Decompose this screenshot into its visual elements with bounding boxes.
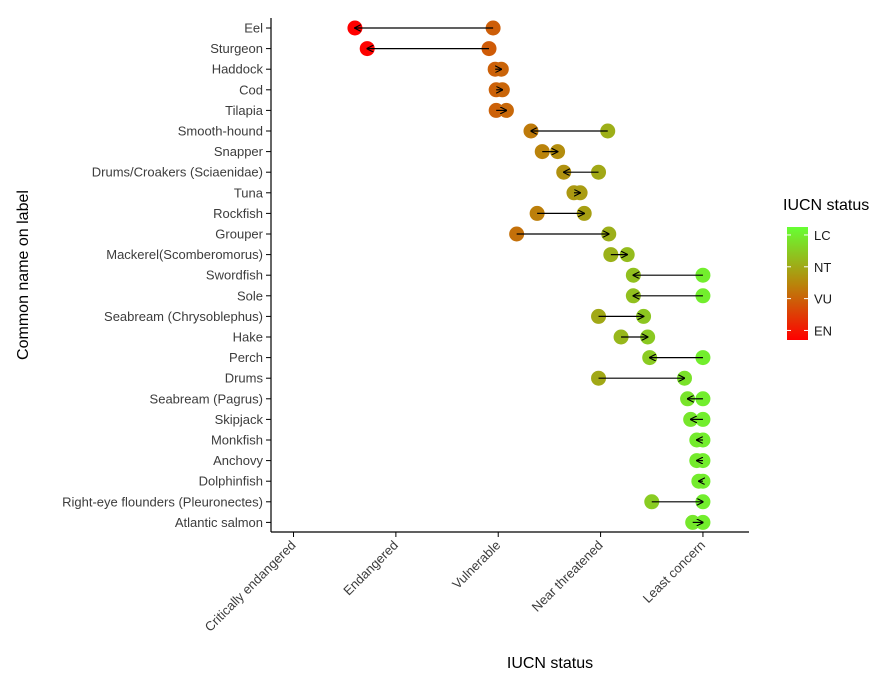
row-drums-croakers-sciaenidae <box>556 164 607 180</box>
y-tick-label-seabream-chrysoblephus: Seabream (Chrysoblephus) <box>104 309 263 324</box>
y-tick-label-rockfish: Rockfish <box>213 206 263 221</box>
y-tick-label-drums-croakers-sciaenidae: Drums/Croakers (Sciaenidae) <box>92 165 263 180</box>
row-eel <box>347 20 501 36</box>
row-grouper <box>509 226 617 242</box>
row-skipjack <box>683 411 711 427</box>
y-tick-label-haddock: Haddock <box>212 62 264 77</box>
x-axis-title: IUCN status <box>507 655 593 672</box>
row-mackerel-scomberomorus <box>603 247 635 263</box>
row-sturgeon <box>359 41 497 57</box>
row-anchovy <box>689 453 711 469</box>
y-tick-label-tilapia: Tilapia <box>225 103 264 118</box>
row-sole <box>625 288 711 304</box>
y-axis-title: Common name on label <box>15 190 32 360</box>
row-seabream-chrysoblephus <box>591 308 652 324</box>
y-tick-label-seabream-pagrus: Seabream (Pagrus) <box>150 391 263 406</box>
y-tick-label-cod: Cod <box>239 82 263 97</box>
row-haddock <box>487 61 509 77</box>
row-hake <box>613 329 656 345</box>
row-dolphinfish <box>691 473 711 489</box>
legend-label-lc: LC <box>814 228 831 243</box>
legend-title: IUCN status <box>783 197 869 214</box>
row-snapper <box>534 144 566 160</box>
y-tick-label-sturgeon: Sturgeon <box>210 41 263 56</box>
row-rockfish <box>529 205 592 221</box>
data-marks <box>347 20 711 530</box>
legend-label-en: EN <box>814 323 832 338</box>
y-axis: Eel Sturgeon Haddock Cod Tilapia Smooth-hound… <box>62 21 271 530</box>
x-tick-label-vulnerable: Vulnerable <box>449 538 503 592</box>
y-tick-label-smooth-hound: Smooth-hound <box>178 124 263 139</box>
y-tick-label-sole: Sole <box>237 288 263 303</box>
row-seabream-pagrus <box>680 391 711 407</box>
row-perch <box>642 350 711 366</box>
row-right-eye-flounders-pleuronectes <box>644 494 711 510</box>
row-tilapia <box>488 102 514 118</box>
y-tick-label-eel: Eel <box>244 21 263 36</box>
legend-label-nt: NT <box>814 260 831 275</box>
y-tick-label-dolphinfish: Dolphinfish <box>199 474 263 489</box>
legend: IUCN status LC NT VU EN <box>783 197 869 340</box>
y-tick-label-perch: Perch <box>229 350 263 365</box>
x-tick-label-least-concern: Least concern <box>640 538 708 606</box>
y-tick-label-atlantic-salmon: Atlantic salmon <box>175 515 263 530</box>
x-tick-label-near-threatened: Near threatened <box>529 538 606 615</box>
legend-color-bar <box>787 227 808 340</box>
y-tick-label-right-eye-flounders-pleuronectes: Right-eye flounders (Pleuronectes) <box>62 494 263 509</box>
row-swordfish <box>625 267 711 283</box>
plot-area: Critically endangered Endangered Vulnerabl… <box>62 18 749 634</box>
y-tick-label-tuna: Tuna <box>234 185 264 200</box>
y-tick-label-grouper: Grouper <box>215 227 263 242</box>
y-tick-label-anchovy: Anchovy <box>213 453 263 468</box>
row-monkfish <box>689 432 711 448</box>
legend-label-vu: VU <box>814 292 832 307</box>
row-drums <box>591 370 693 386</box>
y-tick-label-mackerel-scomberomorus: Mackerel(Scomberomorus) <box>106 247 263 262</box>
y-tick-label-drums: Drums <box>225 371 264 386</box>
x-axis: Critically endangered Endangered Vulnerabl… <box>202 532 708 634</box>
row-smooth-hound <box>523 123 616 139</box>
legend-ticks: LC NT VU EN <box>787 228 832 338</box>
row-tuna <box>566 185 588 201</box>
y-tick-label-snapper: Snapper <box>214 144 264 159</box>
x-tick-label-endangered: Endangered <box>340 538 401 599</box>
y-tick-label-skipjack: Skipjack <box>215 412 264 427</box>
y-tick-label-monkfish: Monkfish <box>211 433 263 448</box>
y-tick-label-hake: Hake <box>233 330 263 345</box>
y-tick-label-swordfish: Swordfish <box>206 268 263 283</box>
row-cod <box>488 82 510 98</box>
x-tick-label-critically-endangered: Critically endangered <box>202 538 299 635</box>
row-atlantic-salmon <box>685 514 711 530</box>
